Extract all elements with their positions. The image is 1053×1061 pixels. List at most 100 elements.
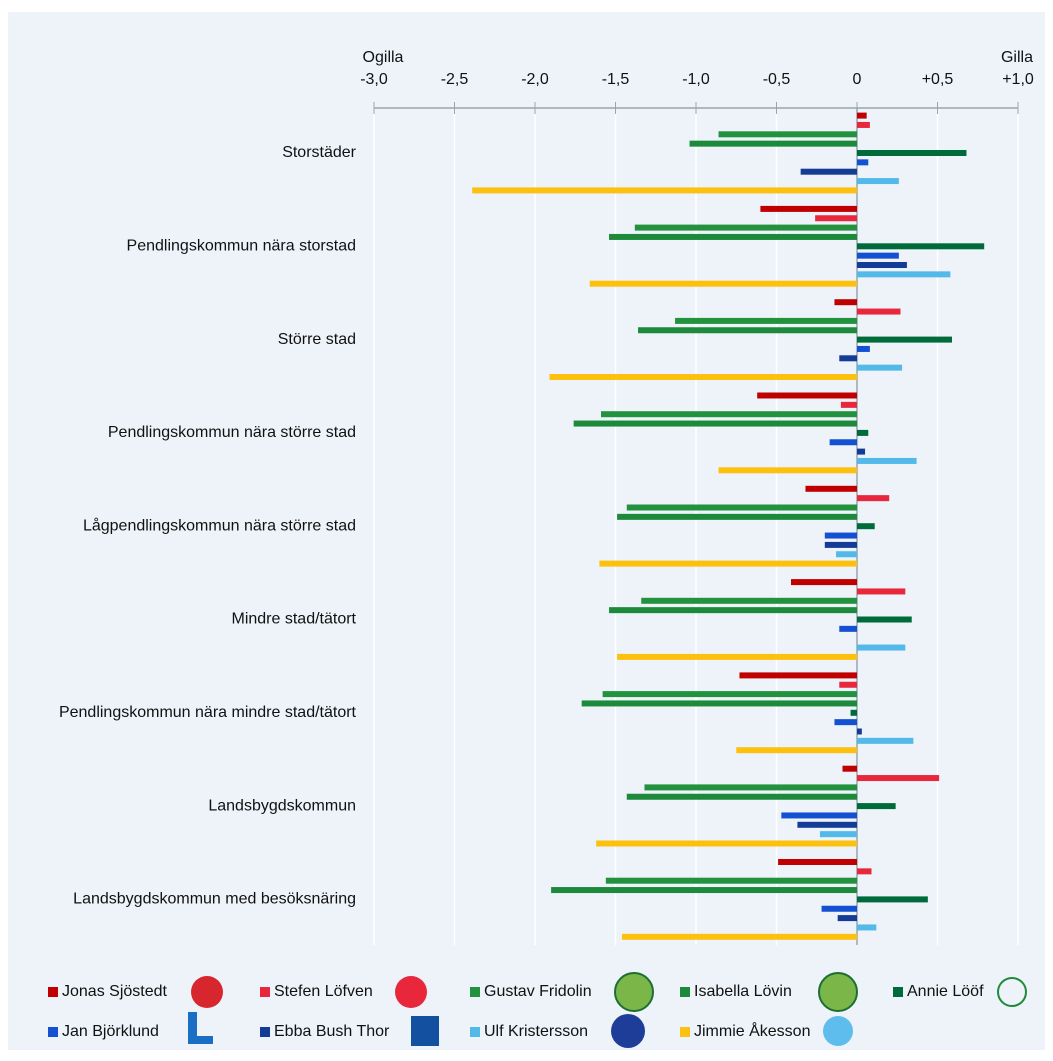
right-label: Gilla	[1001, 49, 1033, 66]
bar	[839, 625, 857, 632]
bar	[573, 420, 857, 427]
legend-label: Jonas Sjöstedt	[62, 983, 168, 1000]
bar	[839, 355, 857, 362]
bar	[857, 336, 952, 343]
bar	[857, 308, 901, 315]
bar	[857, 429, 869, 436]
bar	[551, 887, 857, 894]
bar	[797, 821, 857, 828]
icon	[411, 1016, 439, 1046]
icon	[997, 977, 1027, 1007]
bar	[621, 933, 857, 940]
bar	[821, 905, 857, 912]
bar	[837, 915, 857, 922]
y-tick-label: Lågpendlingskommun nära större stad	[83, 516, 356, 534]
bar	[790, 579, 857, 586]
bar	[472, 187, 857, 194]
y-tick-label: Pendlingskommun nära större stad	[108, 424, 356, 441]
legend-label: Ulf Kristersson	[484, 1023, 588, 1040]
bar	[857, 262, 907, 268]
bar	[617, 653, 857, 660]
legend-swatch	[48, 987, 58, 997]
bar	[857, 345, 870, 352]
icon	[823, 1016, 853, 1046]
y-tick-label: Pendlingskommun nära mindre stad/tätort	[59, 704, 357, 721]
bar	[778, 859, 857, 865]
x-tick-label: -1,0	[682, 71, 710, 88]
bar	[857, 775, 940, 782]
bar	[857, 121, 870, 128]
legend-swatch	[470, 1027, 480, 1037]
x-tick-label: -0,5	[763, 71, 791, 88]
bar	[626, 793, 857, 800]
bar	[605, 877, 857, 884]
x-tick-label: +0,5	[922, 71, 954, 88]
legend-icons	[188, 972, 1027, 1048]
bar	[836, 551, 857, 558]
y-tick-label: Storstäder	[282, 144, 356, 161]
bar	[857, 868, 872, 875]
bar	[857, 112, 867, 119]
bar	[842, 765, 857, 772]
legend-swatch	[893, 987, 903, 997]
bar	[857, 803, 896, 810]
bar	[857, 271, 951, 278]
bar	[839, 681, 857, 688]
icon	[611, 1014, 645, 1048]
icon	[818, 972, 858, 1012]
legend-swatch	[470, 987, 480, 997]
bar	[634, 224, 857, 231]
bar	[824, 541, 857, 548]
bar	[829, 439, 857, 446]
legend-swatch	[260, 987, 270, 997]
x-tick-label: -3,0	[360, 71, 388, 88]
bar	[805, 485, 857, 492]
icon	[395, 976, 427, 1008]
bar	[718, 131, 857, 138]
x-tick-label: 0	[853, 71, 862, 88]
bar	[638, 327, 857, 334]
bar	[857, 495, 890, 502]
bar	[549, 374, 857, 380]
x-tick-label: -2,5	[441, 71, 469, 88]
legend-label: Gustav Fridolin	[484, 983, 592, 1000]
bar	[602, 691, 857, 698]
icon	[191, 976, 223, 1008]
icon	[188, 1012, 213, 1044]
x-tick-label: -2,0	[521, 71, 549, 88]
bar	[601, 411, 857, 418]
legend-swatch	[680, 987, 690, 997]
legend-label: Annie Lööf	[907, 983, 984, 1000]
left-label: Ogilla	[363, 49, 404, 66]
bar	[857, 924, 877, 931]
bar	[857, 737, 914, 744]
bar	[857, 896, 928, 903]
bar	[857, 252, 899, 259]
bar	[626, 504, 857, 511]
bar	[857, 728, 862, 735]
legend-swatch	[48, 1027, 58, 1037]
panel	[8, 12, 1045, 1050]
legend-swatch	[680, 1027, 690, 1037]
y-tick-label: Större stad	[278, 331, 356, 348]
bar	[739, 672, 857, 679]
bar	[609, 233, 857, 240]
bar	[718, 467, 857, 474]
bar	[617, 513, 857, 520]
x-tick-label: +1,0	[1002, 71, 1034, 88]
bar	[781, 812, 857, 819]
bar	[596, 840, 857, 847]
bar	[850, 709, 857, 716]
bar	[857, 159, 869, 166]
bar	[689, 140, 857, 147]
bar	[819, 831, 857, 838]
legend-swatch	[260, 1027, 270, 1037]
y-tick-label: Mindre stad/tätort	[232, 611, 357, 628]
bar	[589, 280, 857, 287]
bar	[815, 215, 857, 222]
bar	[834, 719, 857, 726]
x-tick-label: -1,5	[602, 71, 630, 88]
bar	[644, 784, 857, 791]
